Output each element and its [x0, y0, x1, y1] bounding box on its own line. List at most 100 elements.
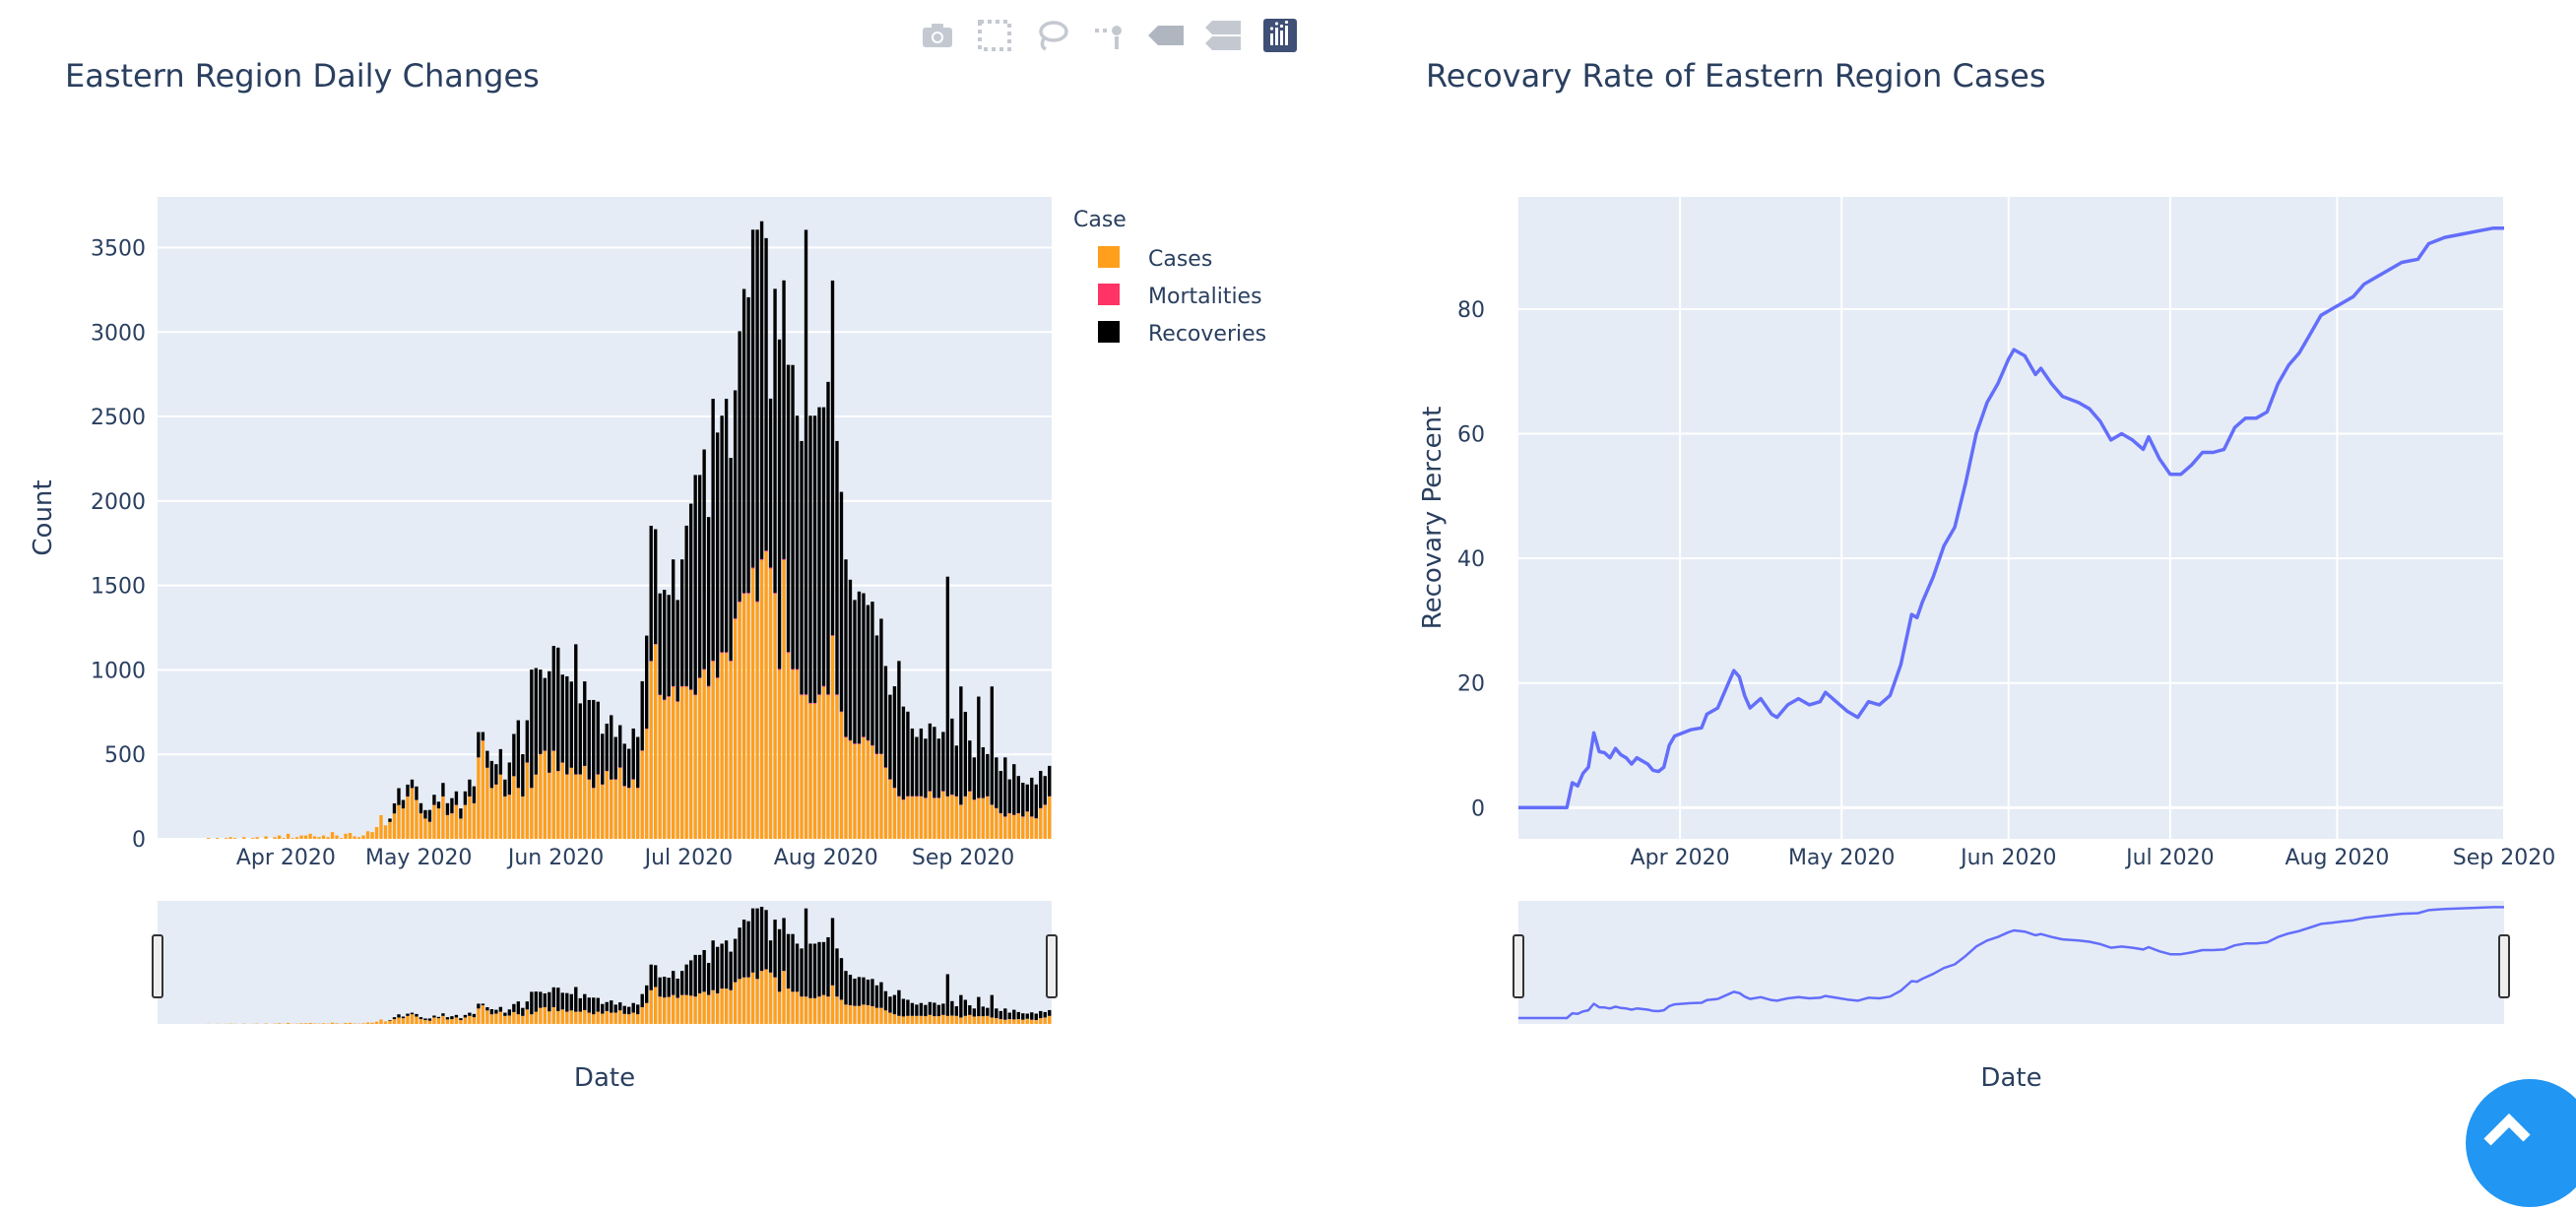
chevron-icon [2466, 1079, 2576, 1207]
bar-recoveries [853, 600, 856, 743]
bar-recoveries [517, 721, 520, 789]
rangeslider-bar [517, 1001, 520, 1014]
rangeslider-bar [570, 994, 573, 1011]
rangeslider-bar [278, 1023, 281, 1024]
bar-mortalities [817, 694, 820, 695]
bar-cases [906, 797, 909, 839]
legend-swatch-recoveries[interactable] [1098, 321, 1120, 343]
bar-mortalities [650, 661, 653, 662]
bar-cases [308, 834, 311, 839]
legend-swatch-mortalities[interactable] [1098, 284, 1120, 305]
rangeslider-bar [450, 1016, 453, 1019]
rangeslider-bar [1048, 1010, 1051, 1016]
rangeslider-bar [610, 1000, 612, 1012]
bar-recoveries [485, 751, 488, 768]
rangeslider-bar [428, 1018, 431, 1020]
bar-mortalities [676, 701, 678, 702]
rangeslider-bar [964, 1016, 967, 1024]
bar-cases [317, 837, 320, 839]
rangeslider-bar [441, 1013, 444, 1016]
bar-recoveries [995, 757, 998, 807]
bar-mortalities [667, 696, 670, 697]
bar-recoveries [738, 331, 741, 602]
rangeslider-bar [406, 1014, 409, 1016]
bar-recoveries [986, 754, 989, 797]
rangeslider-bar [1021, 1020, 1024, 1024]
bar-mortalities [618, 767, 621, 768]
rangeslider-handle-left[interactable] [1513, 935, 1523, 997]
bar-mortalities [867, 740, 869, 741]
legend-swatch-cases[interactable] [1098, 246, 1120, 268]
bar-cases [544, 751, 547, 839]
rangeslider-bar [769, 940, 772, 973]
bar-recoveries [428, 810, 431, 822]
rangeslider-bar [941, 1015, 944, 1024]
bar-cases [547, 773, 550, 839]
bar-cases [663, 700, 666, 839]
bar-recoveries [601, 733, 604, 784]
rangeslider-bar [556, 988, 559, 1011]
bar-mortalities [672, 686, 675, 687]
rangeslider-bar [725, 940, 728, 988]
bar-mortalities [680, 686, 683, 687]
rangeslider-bar [689, 995, 692, 1024]
rangeslider-bar [817, 942, 820, 996]
bar-cases [441, 797, 444, 839]
rangeslider-bar [530, 991, 533, 1014]
bar-recoveries [610, 715, 612, 779]
bar-recoveries [982, 747, 985, 797]
rangeslider-bar [915, 1016, 918, 1024]
bar-cases [1003, 817, 1006, 839]
bar-cases [535, 775, 538, 839]
bar-cases [826, 695, 829, 839]
bar-cases [397, 805, 400, 839]
rangeslider-handle-left[interactable] [153, 935, 162, 997]
rangeslider-bar [411, 1014, 414, 1024]
rangeslider-bar [680, 995, 683, 1024]
rangeslider-bar [915, 1004, 918, 1015]
bar-cases [805, 695, 807, 839]
bar-cases [579, 775, 582, 839]
bar-recoveries [539, 669, 542, 754]
bar-mortalities [614, 779, 617, 780]
bar-mortalities [711, 661, 714, 662]
bar-cases [702, 669, 705, 839]
collapse-fab-button[interactable] [2466, 1079, 2576, 1207]
rangeslider-bar [849, 1005, 852, 1024]
bar-mortalities [835, 694, 838, 695]
rangeslider-bar [822, 995, 825, 1024]
bar-mortalities [782, 559, 785, 560]
bar-recoveries [924, 738, 927, 797]
rangeslider-bar [902, 1017, 905, 1024]
bar-recoveries [955, 745, 958, 796]
rangeslider-bar [428, 1021, 431, 1024]
rangeslider-bar [959, 1017, 962, 1024]
bar-cases [711, 662, 714, 839]
rangeslider-bar [473, 1014, 476, 1017]
rangeslider-bar [627, 1014, 630, 1024]
bar-mortalities [875, 754, 878, 755]
rangeslider-bar [535, 1012, 538, 1024]
rangeslider-handle-right[interactable] [1047, 935, 1057, 997]
rangeslider-handle-right[interactable] [2499, 935, 2509, 997]
bar-cases [406, 797, 409, 839]
rangeslider-bar [995, 1018, 998, 1024]
rangeslider-bar [606, 1011, 609, 1024]
bar-cases [911, 797, 914, 839]
rangeslider-bar [650, 990, 653, 1024]
bar-cases [667, 697, 670, 839]
bar-mortalities [764, 550, 767, 551]
rangeslider-bar [791, 991, 794, 1024]
bar-mortalities [870, 745, 873, 746]
rangeslider-bar [840, 1000, 843, 1024]
rangeslider-bar [601, 1014, 604, 1024]
bar-cases [402, 808, 405, 839]
bar-recoveries [862, 594, 865, 737]
bar-cases [773, 594, 776, 839]
rangeslider-bar [349, 1023, 352, 1024]
bar-cases [618, 768, 621, 839]
bar-recoveries [676, 600, 678, 701]
bar-recoveries [840, 492, 843, 712]
rangeslider-bar [508, 1016, 511, 1024]
rangeslider-bar [676, 979, 678, 998]
